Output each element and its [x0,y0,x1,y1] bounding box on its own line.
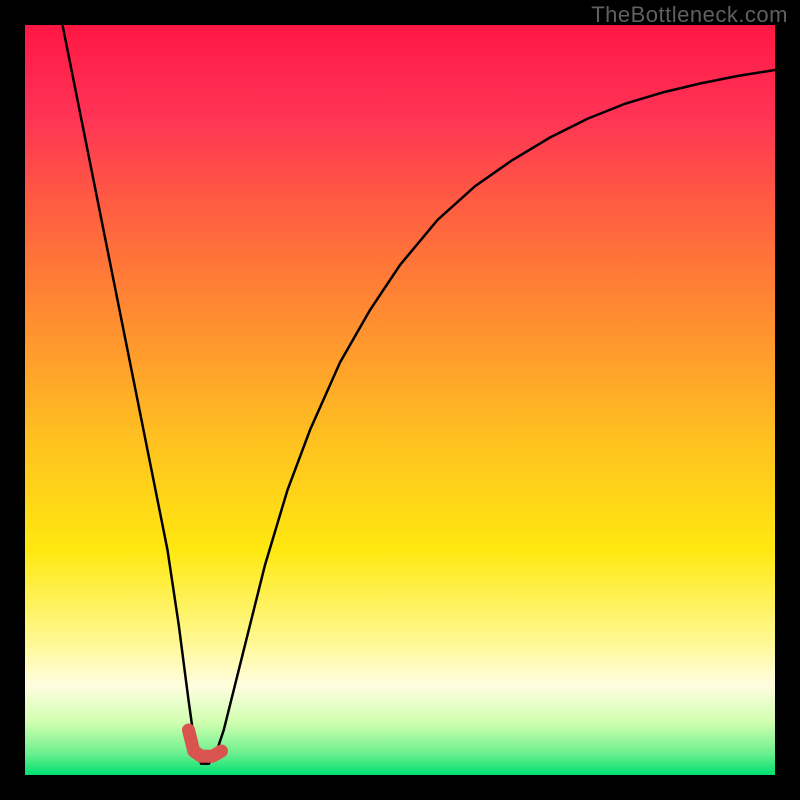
bottleneck-chart [25,25,775,775]
chart-container [25,25,775,775]
watermark-text: TheBottleneck.com [591,2,788,28]
